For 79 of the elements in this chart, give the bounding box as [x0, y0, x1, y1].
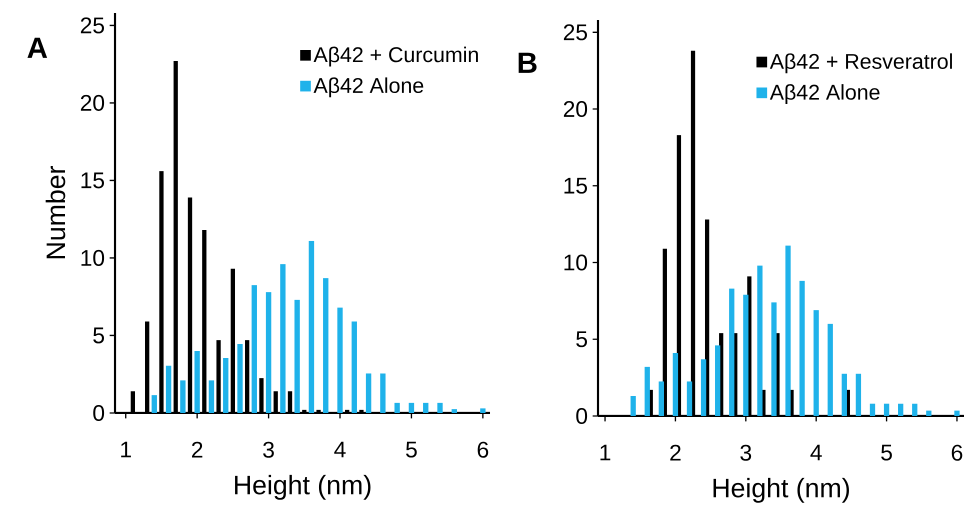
y-tick-label: 15 [81, 172, 104, 188]
bar [352, 321, 357, 413]
bar [757, 265, 763, 416]
x-tick-label: 6 [478, 442, 488, 458]
y-tick-label: 10 [81, 250, 104, 266]
bar [394, 402, 400, 413]
legend-label: Aβ42 + Curcumin [314, 46, 478, 66]
bar [380, 373, 386, 413]
y-tick-label: 25 [80, 17, 104, 34]
y-tick-label: 15 [564, 178, 587, 194]
bar [180, 380, 186, 413]
y-tick-label: 5 [93, 327, 104, 344]
bar [658, 381, 664, 416]
x-tick-label: 3 [263, 442, 274, 458]
x-tick-label: 4 [810, 444, 822, 460]
bar [266, 292, 272, 413]
x-tick-label: 5 [881, 444, 892, 460]
bar [771, 302, 777, 416]
y-tick-label: 25 [564, 24, 587, 40]
bar [166, 366, 172, 413]
legend-label: Aβ42 Alone [770, 84, 880, 104]
bar [729, 288, 734, 416]
x-axis-title: Height (nm) [714, 478, 849, 503]
bar [799, 280, 805, 416]
legend-label: Aβ42 Alone [314, 77, 424, 98]
bar [828, 324, 833, 416]
y-tick-label: 0 [93, 404, 104, 421]
bar [856, 374, 862, 416]
bar [208, 380, 214, 413]
x-tick-label: 6 [952, 444, 962, 461]
bar [715, 345, 720, 416]
bar [954, 410, 960, 416]
bar [237, 344, 243, 413]
y-tick-label: 20 [80, 94, 104, 111]
bar [280, 264, 286, 413]
bar [152, 395, 157, 413]
y-tick-label: 20 [564, 100, 588, 117]
bar [898, 404, 904, 416]
bar [700, 359, 706, 416]
x-tick-label: 1 [600, 444, 610, 460]
bar [308, 240, 314, 413]
x-tick-label: 1 [121, 442, 131, 458]
bar [437, 402, 443, 413]
bar [743, 294, 748, 416]
bar [366, 373, 372, 413]
bar [926, 410, 932, 416]
bar [842, 374, 847, 416]
bar [644, 366, 650, 416]
x-tick-label: 5 [406, 442, 417, 458]
bar [252, 284, 257, 413]
bar [223, 358, 228, 413]
x-axis-title: Height (nm) [235, 474, 370, 500]
bar [686, 381, 692, 416]
y-axis-title: Number [46, 166, 66, 258]
x-tick-label: 4 [334, 442, 346, 458]
bar [814, 310, 819, 416]
y-tick-label: 0 [576, 408, 588, 424]
y-tick-label: 10 [564, 254, 588, 270]
bar [870, 404, 876, 416]
bar [423, 402, 428, 413]
bar [194, 350, 200, 413]
bar [884, 404, 890, 416]
bar [630, 396, 636, 416]
bar [408, 402, 414, 413]
bar [672, 352, 678, 416]
bar [785, 246, 791, 416]
bar [323, 278, 328, 413]
bar [337, 307, 343, 413]
bar [452, 409, 457, 413]
text: B [518, 52, 537, 73]
legend-label: Aβ42 + Resveratrol [770, 53, 952, 74]
x-tick-label: 3 [740, 444, 752, 461]
y-tick-label: 5 [576, 331, 588, 348]
bar [912, 404, 918, 416]
bar [294, 300, 300, 413]
x-tick-label: 2 [192, 442, 202, 458]
bar [480, 408, 486, 413]
text: A [27, 38, 48, 58]
x-tick-label: 2 [670, 444, 681, 460]
